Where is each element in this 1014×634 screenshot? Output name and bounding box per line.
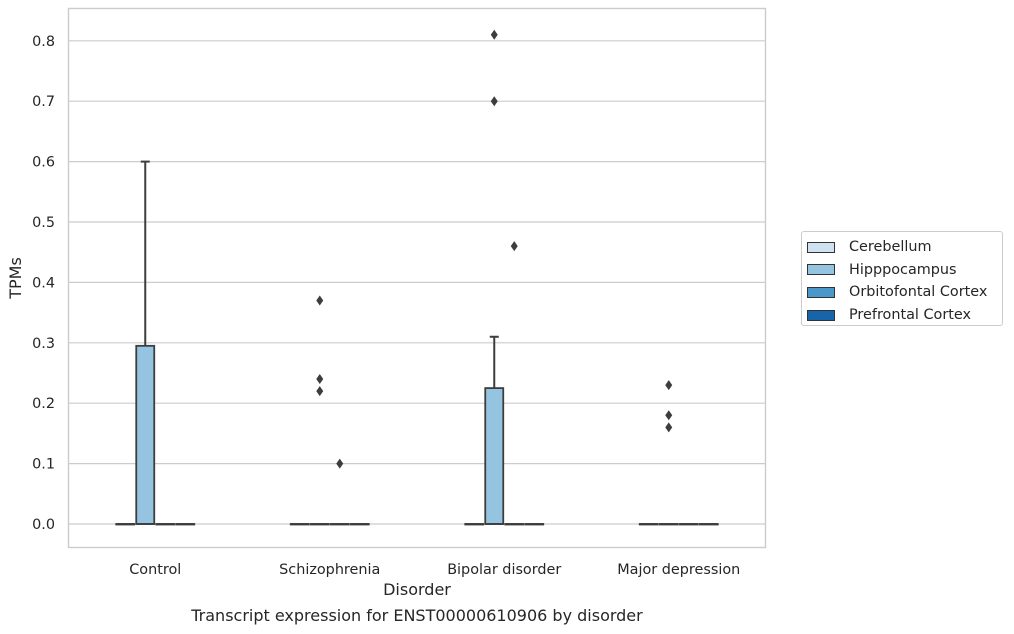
legend-label: Prefrontal Cortex (849, 307, 972, 324)
outlier-point (665, 422, 673, 433)
outlier-point (665, 380, 673, 391)
y-tick-label: 0.5 (32, 215, 55, 231)
outlier-point (316, 374, 324, 385)
box-body (484, 387, 505, 525)
box-body (135, 344, 156, 525)
y-tick-label: 0.2 (32, 396, 55, 412)
x-tick-label: Major depression (617, 562, 740, 578)
y-tick-label: 0.1 (32, 457, 55, 473)
legend-item: Prefrontal Cortex (807, 304, 1002, 327)
legend-swatch (807, 309, 835, 321)
x-tick-label: Bipolar disorder (447, 562, 561, 578)
x-axis-ticks: Control Schizophrenia Bipolar disorder Majo… (129, 562, 740, 578)
outlier-point (316, 386, 324, 397)
outlier-point (665, 410, 673, 421)
y-tick-label: 0.7 (32, 94, 55, 110)
grid-lines (68, 40, 766, 525)
y-axis-ticks: 0.0 0.1 0.2 0.3 0.4 0.5 0.6 0.7 0.8 (32, 34, 55, 533)
y-tick-label: 0.6 (32, 155, 55, 171)
outlier-point (336, 458, 344, 469)
outlier-point (316, 295, 324, 306)
legend-item: Orbitofontal Cortex (807, 281, 1002, 304)
legend-item: Cerebellum (807, 236, 1002, 259)
y-tick-label: 0.3 (32, 336, 55, 352)
y-tick-label: 0.0 (32, 517, 55, 533)
x-tick-label: Schizophrenia (279, 562, 380, 578)
box-marks (115, 29, 719, 526)
outlier-point (490, 96, 498, 107)
legend-label: Orbitofontal Cortex (849, 284, 988, 301)
legend-swatch (807, 241, 835, 253)
legend-swatch (807, 264, 835, 276)
outlier-point (510, 241, 518, 252)
y-axis-label: TPMs (6, 257, 25, 300)
legend-label: Hipppocampus (849, 261, 957, 278)
y-tick-label: 0.8 (32, 34, 55, 50)
plot-frame (67, 7, 767, 549)
legend-label: Cerebellum (849, 239, 932, 256)
x-axis-label: Disorder (383, 580, 451, 599)
legend: Cerebellum Hipppocampus Orbitofontal Corte… (801, 231, 1003, 326)
outlier-point (490, 29, 498, 40)
y-tick-label: 0.4 (32, 275, 55, 291)
legend-item: Hipppocampus (807, 259, 1002, 282)
chart-caption: Transcript expression for ENST0000061090… (191, 606, 643, 625)
x-tick-label: Control (129, 562, 181, 578)
legend-swatch (807, 286, 835, 298)
